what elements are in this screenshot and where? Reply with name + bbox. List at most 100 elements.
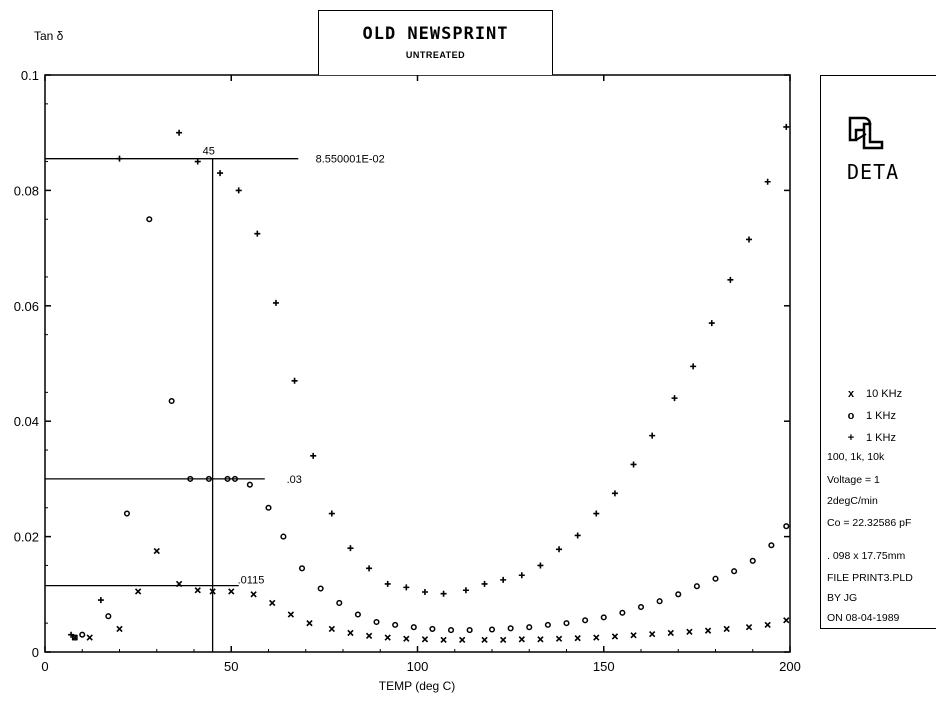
data-point-cross (518, 636, 525, 643)
data-point-plus (421, 588, 428, 595)
data-point-plus (783, 123, 790, 130)
data-point-circle (637, 603, 645, 611)
data-point-circle (123, 510, 130, 517)
chart-subtitle: UNTREATED (405, 50, 466, 60)
data-point-circle (280, 533, 287, 540)
data-point-circle (429, 625, 436, 632)
annotations: 45 8.550001E-02 .03 .0115 (203, 146, 385, 587)
x-tick-label: 200 (779, 659, 801, 674)
legend-label: 10 KHz (866, 388, 903, 400)
data-point-plus (537, 562, 544, 569)
data-point-cross (611, 633, 619, 640)
data-point-circle (105, 613, 112, 620)
data-point-plus (727, 276, 734, 283)
data-point-circle (731, 568, 738, 575)
data-point-circle (168, 397, 175, 405)
data-point-plus (708, 320, 715, 327)
data-point-circle (231, 475, 239, 482)
data-point-cross (593, 634, 600, 641)
data-point-cross (723, 625, 730, 633)
info-date: ON 08-04-1989 (827, 612, 900, 624)
data-point-cross (134, 588, 142, 595)
data-point-cross (421, 636, 429, 643)
legend-symbol-cross: x (847, 388, 855, 400)
data-point-circle (600, 614, 607, 621)
data-point-plus (254, 230, 261, 237)
data-point-plus (176, 129, 183, 136)
plot-frame (44, 74, 791, 653)
title-box: OLD NEWSPRINT UNTREATED (318, 10, 553, 75)
data-point-plus (500, 576, 507, 583)
data-point-plus (97, 597, 104, 604)
data-point-circle (582, 617, 589, 624)
info-file: FILE PRINT3.PLD (827, 572, 913, 584)
data-point-cross (481, 636, 488, 644)
y-tick-label: 0.06 (14, 299, 39, 314)
data-point-cross (250, 591, 257, 598)
data-point-circle (693, 583, 700, 590)
x-tick-label: 0 (41, 659, 48, 674)
data-point-circle (205, 475, 212, 482)
data-point-cross (384, 634, 391, 641)
data-point-circle (392, 621, 399, 628)
data-point-circle (749, 557, 756, 564)
y-tick-label: 0 (32, 645, 39, 660)
data-point-circle (354, 611, 361, 618)
data-point-cross (194, 587, 201, 594)
data-point-circle (656, 598, 663, 605)
data-point-circle (526, 624, 533, 631)
data-point-cross (328, 625, 335, 633)
data-point-plus (217, 170, 224, 177)
data-point-cross (704, 627, 712, 634)
data-point-plus (403, 584, 410, 591)
data-point-plus (328, 510, 335, 517)
annotation-mid-value: .03 (287, 474, 302, 486)
data-point-plus (116, 155, 123, 162)
data-point-plus (764, 178, 771, 185)
data-point-plus (593, 510, 600, 517)
data-point-cross (537, 636, 544, 643)
data-point-plus (347, 545, 354, 552)
data-point-cross (347, 629, 354, 637)
data-point-circle (336, 599, 343, 607)
data-point-cross (764, 621, 771, 629)
x-tick-label: 150 (593, 659, 615, 674)
brand-name: DETA (847, 160, 900, 184)
x-tick-label: 100 (407, 659, 429, 674)
info-dimensions: . 098 x 17.75mm (827, 550, 906, 562)
data-point-circle (544, 621, 551, 628)
y-tick-label: 0.04 (14, 414, 39, 429)
y-tick-label: 0.08 (14, 183, 39, 198)
data-point-circle (224, 475, 231, 482)
data-point-cross (667, 629, 674, 637)
legend-label: 1 KHz (866, 410, 896, 422)
pl-logo-icon (848, 116, 884, 150)
data-point-circle (71, 634, 78, 641)
data-point-cross (209, 588, 216, 595)
info-voltage: Voltage = 1 (827, 474, 880, 486)
y-tick-label: 0.1 (21, 68, 39, 83)
data-point-circle (317, 585, 324, 592)
data-point-cross (459, 636, 466, 644)
axes: 0 50 100 150 200 0 0.02 0.04 0.06 0.08 0.1 (14, 68, 801, 674)
data-point-circle (488, 626, 496, 633)
data-point-cross (630, 632, 637, 639)
data-point-circle (146, 216, 153, 223)
legend-symbol-circle: o (847, 410, 855, 422)
annotation-low-value: .0115 (238, 575, 265, 587)
annotation-peak-value: 8.550001E-02 (316, 154, 385, 166)
data-point-circle (712, 575, 719, 582)
data-point-circle (507, 625, 514, 632)
data-point-plus (235, 187, 242, 194)
legend-symbol-plus: + (847, 432, 855, 444)
data-point-plus (649, 432, 656, 439)
data-point-circle (619, 609, 626, 616)
data-point-circle (783, 523, 790, 530)
data-point-cross (269, 599, 276, 607)
data-point-plus (630, 461, 637, 468)
data-point-cross (500, 636, 507, 644)
data-point-plus (671, 395, 678, 402)
data-point-plus (384, 580, 391, 587)
reference-lines (45, 158, 299, 652)
